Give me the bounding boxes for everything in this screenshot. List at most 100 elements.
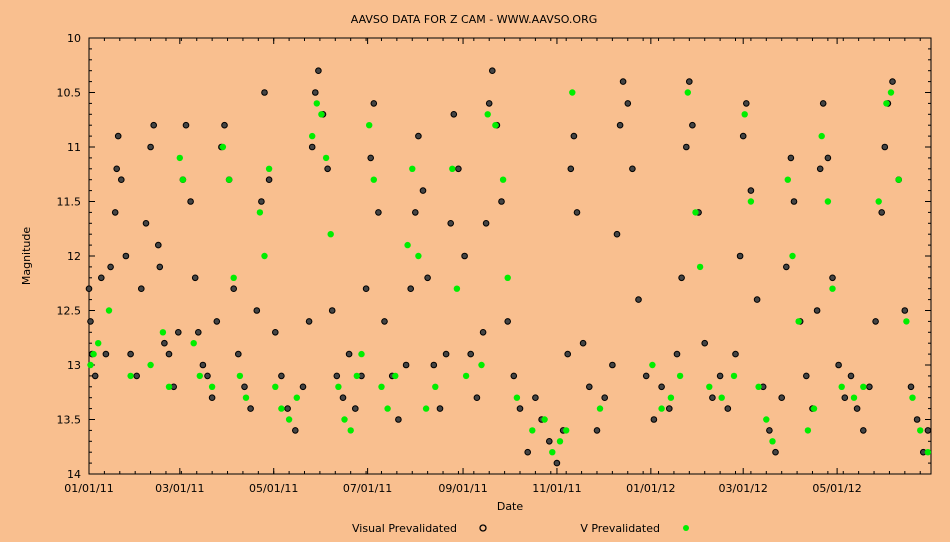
visual-point — [155, 241, 162, 249]
visual-point — [113, 165, 120, 173]
v-point — [769, 438, 776, 445]
visual-point — [467, 350, 475, 358]
visual-point — [853, 405, 861, 412]
plot-frame — [88, 37, 932, 475]
visual-point — [872, 318, 879, 325]
v-point — [278, 405, 285, 412]
visual-point — [85, 285, 93, 293]
v-point — [556, 438, 564, 445]
visual-point — [485, 100, 493, 107]
visual-point — [127, 350, 134, 358]
v-point — [596, 405, 604, 412]
visual-point — [601, 394, 609, 402]
v-point — [903, 318, 910, 325]
v-point — [453, 285, 461, 292]
chart-title: AAVSO DATA FOR Z CAM - WWW.AAVSO.ORG — [351, 13, 598, 26]
visual-point — [666, 405, 673, 412]
v-point — [887, 89, 895, 96]
visual-point — [732, 350, 739, 358]
visual-point — [111, 209, 119, 216]
visual-point — [619, 78, 627, 85]
visual-point — [147, 143, 154, 151]
v-point — [860, 383, 867, 390]
visual-point — [593, 427, 601, 434]
v-point — [795, 318, 802, 325]
x-tick-label: 01/01/11 — [64, 482, 113, 495]
v-point — [649, 361, 656, 369]
visual-point — [375, 209, 382, 216]
x-tick-label: 05/01/11 — [249, 482, 298, 495]
v-point — [755, 383, 762, 390]
x-axis-label: Date — [497, 500, 524, 513]
visual-point — [772, 448, 779, 456]
visual-point — [265, 176, 273, 183]
visual-point — [447, 220, 455, 227]
x-tick-label: 01/01/12 — [626, 482, 675, 495]
v-point — [829, 285, 836, 292]
v-point — [147, 361, 154, 369]
v-point — [763, 416, 770, 423]
visual-point — [482, 220, 490, 227]
visual-point — [367, 154, 375, 162]
v-point — [95, 340, 102, 347]
v-point — [462, 372, 470, 380]
y-axis-label: Magnitude — [20, 227, 33, 286]
v-band-series — [87, 89, 932, 456]
v-point — [484, 111, 491, 118]
v-point — [499, 176, 507, 183]
visual-point — [395, 416, 402, 423]
y-tick-label: 12.5 — [57, 305, 82, 318]
visual-point — [299, 383, 307, 391]
v-point — [747, 198, 755, 205]
visual-point — [629, 165, 636, 173]
visual-series — [85, 67, 932, 467]
visual-point — [241, 383, 248, 391]
visual-point — [473, 394, 481, 402]
v-point — [236, 372, 244, 380]
y-tick-label: 12 — [67, 250, 81, 263]
visual-point — [686, 78, 693, 85]
v-point — [804, 427, 812, 434]
visual-point — [819, 100, 827, 107]
visual-point — [573, 209, 581, 216]
v-point — [730, 372, 738, 380]
v-point — [784, 176, 791, 183]
visual-point — [161, 339, 168, 347]
visual-point — [315, 67, 322, 74]
y-tick-label: 10.5 — [57, 87, 82, 100]
v-point — [176, 154, 183, 162]
visual-point — [924, 427, 932, 434]
visual-point — [370, 100, 378, 107]
visual-point — [261, 89, 268, 96]
v-point — [850, 394, 858, 401]
visual-point — [312, 89, 319, 96]
visual-point — [402, 361, 410, 369]
visual-point — [816, 165, 824, 173]
visual-point — [253, 307, 261, 314]
v-point — [322, 154, 330, 162]
visual-point — [247, 405, 254, 412]
visual-point — [98, 274, 105, 282]
visual-point — [138, 285, 145, 293]
visual-point — [142, 220, 150, 227]
v-point — [127, 372, 134, 380]
y-tick-label: 10 — [67, 32, 81, 45]
visual-point — [165, 350, 173, 358]
visual-point — [564, 350, 572, 358]
visual-point — [175, 329, 182, 336]
visual-point — [586, 383, 593, 391]
legend-label-visual: Visual Prevalidated — [352, 522, 457, 535]
visual-point — [213, 318, 221, 325]
v-point — [242, 394, 250, 401]
visual-point — [889, 78, 896, 85]
visual-point — [635, 296, 642, 303]
visual-point — [187, 198, 194, 205]
x-tick-label: 11/01/11 — [532, 482, 581, 495]
visual-point — [860, 427, 867, 434]
v-point — [875, 198, 882, 205]
v-point — [318, 111, 325, 118]
v-point — [658, 405, 665, 412]
visual-point — [813, 307, 821, 314]
visual-point — [102, 350, 110, 358]
v-point — [179, 176, 187, 183]
